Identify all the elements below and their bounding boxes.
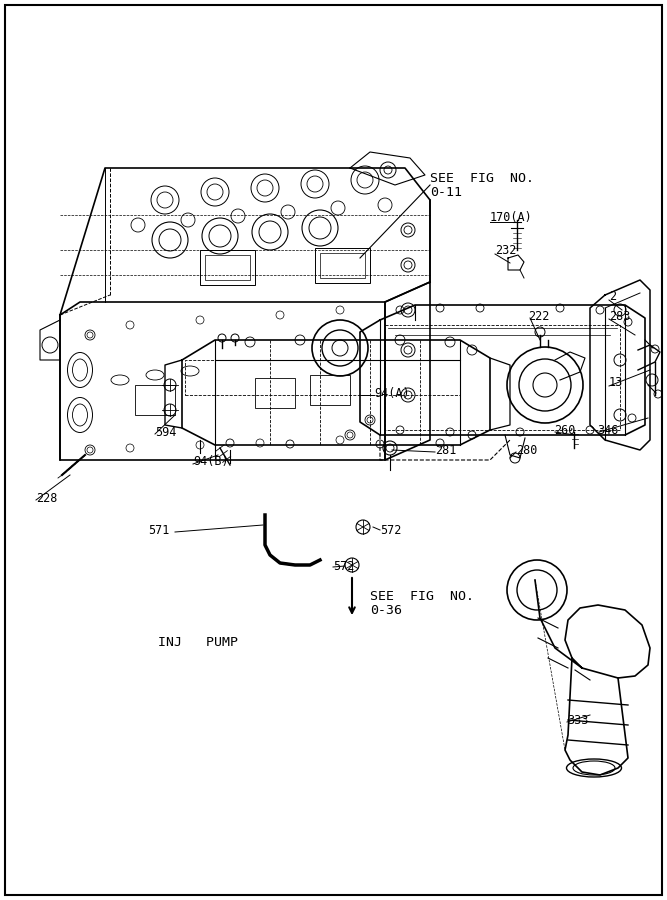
Text: 572: 572 [333,561,354,573]
Text: SEE  FIG  NO.: SEE FIG NO. [370,590,474,602]
Text: 228: 228 [36,491,57,505]
Text: 281: 281 [435,444,456,456]
Text: 170(A): 170(A) [490,212,533,224]
Text: 94(B): 94(B) [193,455,229,469]
Text: 0-36: 0-36 [370,605,402,617]
Text: 0-11: 0-11 [430,186,462,200]
Text: 572: 572 [380,524,402,536]
Text: 232: 232 [495,244,516,256]
Text: 594: 594 [155,426,176,438]
Bar [315,248,370,283]
Bar [135,385,175,415]
Text: 94(A): 94(A) [374,386,410,400]
Bar [310,375,350,405]
Text: SEE  FIG  NO.: SEE FIG NO. [430,172,534,184]
Text: 346: 346 [597,424,618,436]
Text: 571: 571 [148,524,169,536]
Text: INJ   PUMP: INJ PUMP [158,636,238,650]
Bar [255,378,295,408]
Text: 13: 13 [609,376,623,390]
Bar [320,253,365,278]
Text: 260: 260 [554,424,576,436]
Text: 283: 283 [609,310,630,322]
Text: 280: 280 [516,444,538,456]
Text: 2: 2 [609,291,616,303]
Text: 222: 222 [528,310,550,322]
Bar [205,255,250,280]
Text: 333: 333 [567,714,588,726]
Bar [200,250,255,285]
